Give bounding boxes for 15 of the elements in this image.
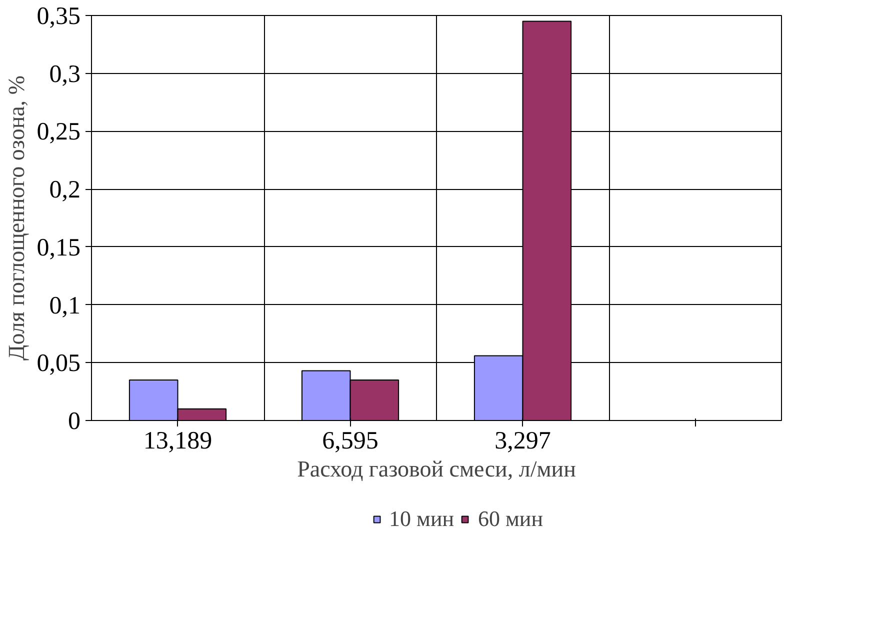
y-tick-label: 0,35	[36, 3, 80, 30]
x-tick-label: 6,595	[322, 428, 378, 454]
y-tick-label: 0,15	[36, 234, 80, 262]
y-axis-title: Доля поглощенного озона, %	[4, 75, 29, 361]
y-tick-label: 0	[68, 408, 80, 435]
y-tick-label: 0,1	[49, 292, 80, 320]
x-tick-label: 13,189	[143, 428, 212, 454]
x-axis-title: Расход газовой смеси, л/мин	[297, 456, 576, 482]
x-tick-label: 3,297	[494, 428, 551, 454]
y-tick-label: 0,3	[49, 60, 80, 88]
legend-label: 60 мин	[478, 506, 543, 532]
legend-label: 10 мин	[389, 506, 454, 532]
y-tick-label: 0,05	[36, 350, 80, 378]
y-tick-label: 0,2	[49, 176, 80, 204]
y-tick-label: 0,25	[36, 118, 80, 146]
